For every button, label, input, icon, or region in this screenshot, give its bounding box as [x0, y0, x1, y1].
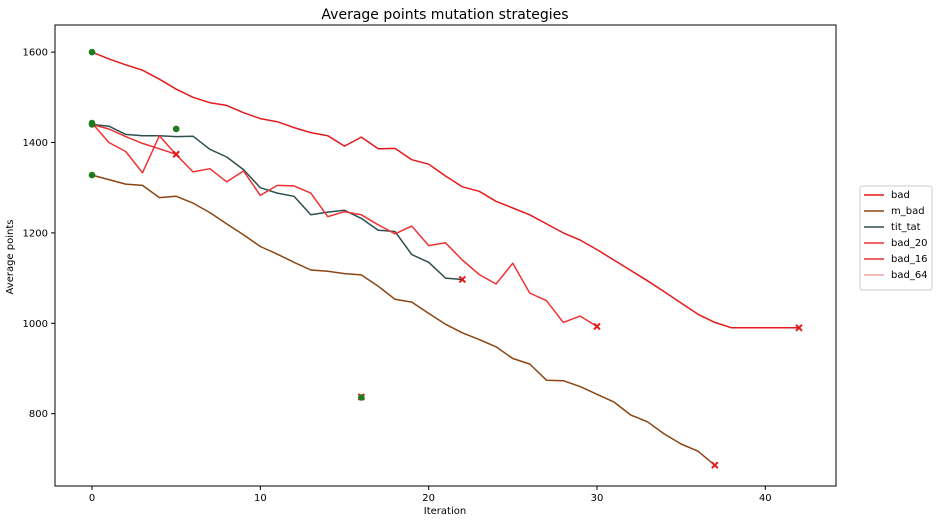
start-marker-bad_64: [358, 394, 365, 401]
legend-box: [859, 185, 933, 291]
legend-label: bad_64: [891, 270, 928, 281]
x-tick-label: 30: [591, 493, 604, 504]
y-tick-label: 1200: [23, 228, 48, 239]
plot-frame: [54, 24, 837, 487]
series-line-bad_16: [91, 123, 177, 156]
x-tick-label: 20: [422, 493, 435, 504]
series-line-tit_tat: [91, 123, 463, 281]
legend-item-m_bad: m_bad: [864, 206, 925, 217]
end-marker-bad_20: [593, 322, 601, 331]
chart-title: Average points mutation strategies: [321, 7, 568, 23]
legend-item-bad: bad: [864, 190, 910, 201]
series-line-bad: [91, 51, 799, 329]
legend-item-bad_20: bad_20: [864, 238, 928, 249]
start-marker-bad: [88, 48, 96, 56]
y-axis-title: Average points: [5, 220, 16, 295]
end-marker-tit_tat: [458, 275, 467, 284]
y-tick-label: 1000: [23, 319, 48, 330]
end-marker-m_bad: [711, 461, 719, 469]
y-tick-label: 1400: [23, 138, 48, 149]
legend: bad m_bad tit_tat bad_20 bad_16 bad_64: [859, 185, 933, 291]
legend-item-bad_16: bad_16: [864, 254, 928, 265]
y-tick-label: 1600: [23, 48, 48, 59]
start-marker-bad_20: [88, 119, 96, 127]
x-axis-title: Iteration: [424, 506, 466, 517]
legend-label: bad_16: [891, 254, 928, 265]
y-tick-label: 800: [29, 409, 48, 420]
legend-label: m_bad: [891, 206, 925, 217]
legend-item-bad_64: bad_64: [864, 270, 928, 281]
legend-item-tit_tat: tit_tat: [864, 222, 921, 233]
series-line-m_bad: [91, 174, 716, 466]
start-marker-m_bad: [88, 171, 96, 179]
legend-label: bad_20: [891, 238, 928, 249]
x-tick-label: 10: [254, 493, 267, 504]
legend-label: bad: [891, 190, 910, 201]
legend-label: tit_tat: [891, 222, 921, 233]
x-tick-label: 40: [759, 493, 772, 504]
plot-area: 0 10 20 30 40 800 1000 1200 1400 1600: [23, 24, 837, 504]
end-marker-bad_16: [172, 150, 180, 158]
end-marker-bad: [795, 324, 803, 332]
x-tick-label: 0: [89, 493, 95, 504]
start-marker-bad_16: [172, 125, 180, 133]
